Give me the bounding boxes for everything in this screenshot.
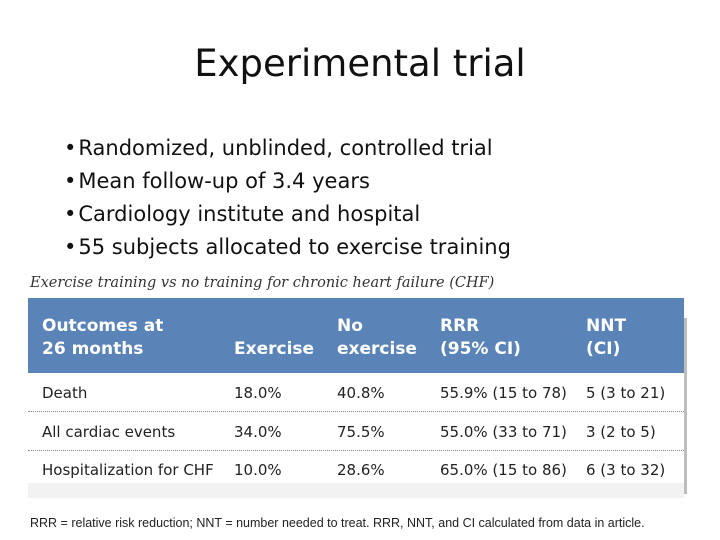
table-body: Death 18.0% 40.8% 55.9% (15 to 78) 5 (3 … — [28, 373, 684, 483]
table-shadow — [683, 318, 687, 494]
table-row: All cardiac events 34.0% 75.5% 55.0% (33… — [28, 412, 684, 451]
header-rrr: RRR (95% CI) — [440, 316, 521, 359]
bullet-item: 55 subjects allocated to exercise traini… — [64, 231, 511, 264]
table-row: Hospitalization for CHF 10.0% 28.6% 65.0… — [28, 450, 684, 488]
header-nnt: NNT (CI) — [586, 316, 627, 359]
cell-nnt: 3 (2 to 5) — [586, 423, 656, 441]
cell-rrr: 65.0% (15 to 86) — [440, 461, 567, 479]
cell-rrr: 55.0% (33 to 71) — [440, 423, 567, 441]
cell-no-exercise: 75.5% — [337, 423, 385, 441]
header-outcomes: Outcomes at 26 months — [42, 316, 164, 359]
table-header: Outcomes at 26 months Exercise No exerci… — [28, 298, 684, 373]
cell-exercise: 10.0% — [234, 461, 282, 479]
cell-rrr: 55.9% (15 to 78) — [440, 384, 567, 402]
cell-no-exercise: 28.6% — [337, 461, 385, 479]
bullet-item: Randomized, unblinded, controlled trial — [64, 132, 511, 165]
slide-title: Experimental trial — [194, 42, 526, 85]
bullet-list: Randomized, unblinded, controlled trial … — [64, 132, 511, 264]
results-table: Outcomes at 26 months Exercise No exerci… — [28, 298, 684, 498]
cell-nnt: 6 (3 to 32) — [586, 461, 666, 479]
header-no-exercise: No exercise — [337, 316, 417, 359]
cell-exercise: 18.0% — [234, 384, 282, 402]
bullet-item: Cardiology institute and hospital — [64, 198, 511, 231]
header-exercise: Exercise — [234, 339, 315, 359]
cell-nnt: 5 (3 to 21) — [586, 384, 666, 402]
cell-no-exercise: 40.8% — [337, 384, 385, 402]
cell-outcome: Death — [42, 384, 88, 402]
cell-outcome: Hospitalization for CHF — [42, 461, 214, 479]
cell-outcome: All cardiac events — [42, 423, 176, 441]
table-footnote: RRR = relative risk reduction; NNT = num… — [30, 516, 645, 530]
table-caption: Exercise training vs no training for chr… — [30, 275, 495, 291]
bullet-item: Mean follow-up of 3.4 years — [64, 165, 511, 198]
table-row: Death 18.0% 40.8% 55.9% (15 to 78) 5 (3 … — [28, 373, 684, 412]
cell-exercise: 34.0% — [234, 423, 282, 441]
